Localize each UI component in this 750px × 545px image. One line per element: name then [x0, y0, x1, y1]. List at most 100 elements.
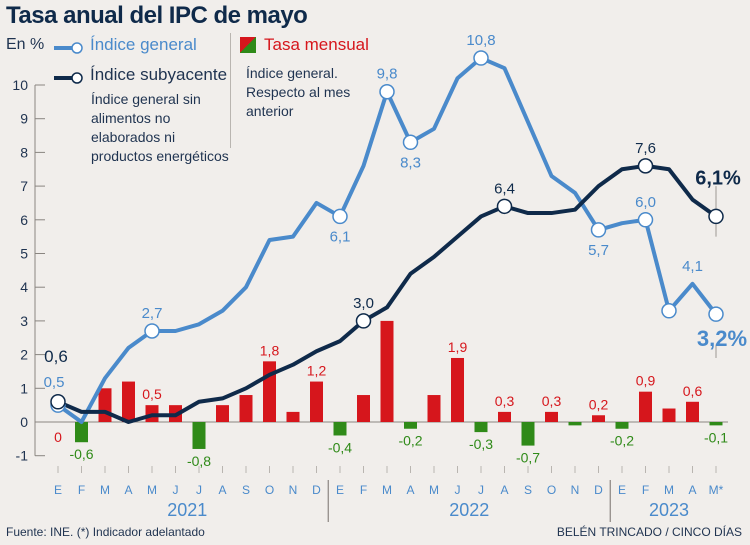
month-label: F [78, 483, 85, 497]
legend-monthly-label: Tasa mensual [264, 35, 369, 54]
monthly-bar [498, 411, 511, 422]
month-label: M [382, 483, 392, 497]
monthly-bar [75, 422, 88, 443]
monthly-bar-label: -0,7 [516, 450, 540, 466]
monthly-bar-label: 0,9 [636, 373, 656, 389]
month-label: A [406, 483, 414, 497]
month-label: M [429, 483, 439, 497]
general-marker [473, 50, 489, 66]
y-tick-label: 2 [20, 347, 28, 363]
month-label: D [312, 483, 321, 497]
core-index-line [56, 163, 718, 424]
y-tick-label: 0 [20, 414, 28, 430]
monthly-bar [380, 320, 394, 422]
monthly-bar-label: 1,2 [307, 363, 327, 379]
monthly-bar-label: 0,3 [495, 393, 515, 409]
credit: BELÉN TRINCADO / CINCO DÍAS [556, 525, 742, 539]
year-label: 2022 [449, 500, 489, 520]
legend-monthly: Tasa mensual [240, 35, 369, 55]
monthly-bar-label: -0,8 [187, 453, 211, 469]
legend-general: Índice general [52, 35, 197, 55]
monthly-bar [404, 422, 417, 429]
month-label: M [664, 483, 674, 497]
month-label: A [688, 483, 696, 497]
y-tick-label: 9 [20, 111, 28, 127]
general-line-icon [52, 39, 84, 54]
month-label: A [124, 483, 132, 497]
monthly-bar [592, 415, 605, 422]
general-value-label: 6,0 [635, 194, 656, 211]
monthly-bar-label: 1,8 [260, 342, 280, 358]
monthly-bar [709, 422, 723, 426]
general-marker [637, 212, 654, 228]
legend-general-label: Índice general [90, 35, 197, 54]
month-label: M [100, 483, 110, 497]
monthly-bar [474, 422, 488, 433]
general-marker [590, 222, 607, 238]
monthly-bar [357, 395, 370, 422]
monthly-bar-label: 0 [54, 429, 62, 445]
general-value-label: 9,8 [377, 66, 398, 83]
monthly-bar-label: 0,3 [542, 393, 562, 409]
core-value-label: 7,6 [635, 140, 656, 157]
y-tick-label: 10 [12, 77, 28, 93]
monthly-bar [615, 422, 629, 429]
general-value-label: 6,1 [330, 228, 351, 245]
legend-core: Índice subyacente [52, 65, 227, 85]
core-value-label: 0,6 [44, 347, 68, 366]
monthly-bar [639, 391, 652, 422]
monthly-bar [286, 411, 300, 422]
unit-label: En % [6, 36, 45, 53]
chart-title: Tasa anual del IPC de mayo [6, 2, 308, 29]
monthly-bar [192, 422, 206, 449]
general-value-label: 0,5 [44, 374, 65, 391]
y-tick-label: 1 [20, 380, 28, 396]
month-label: J [196, 483, 202, 497]
legend-separator [230, 33, 231, 148]
monthly-bar-label: -0,1 [704, 429, 728, 445]
core-marker [355, 313, 372, 329]
monthly-bar [545, 411, 558, 422]
month-label: S [242, 483, 250, 497]
core-marker [708, 208, 724, 225]
core-value-label: 6,1% [695, 167, 741, 189]
month-label: F [360, 483, 367, 497]
month-label: D [594, 483, 603, 497]
core-line-icon [52, 69, 84, 84]
y-tick-label: 7 [20, 178, 28, 194]
monthly-bar [521, 422, 535, 446]
general-marker [708, 306, 724, 322]
general-value-label: 3,2% [697, 326, 747, 351]
monthly-bar [239, 395, 253, 422]
y-tick-label: 5 [20, 246, 28, 262]
monthly-bar [451, 357, 464, 422]
month-label: J [478, 483, 484, 497]
legend-core-description: Índice general sin alimentos no elaborad… [91, 91, 229, 164]
month-label: A [500, 483, 508, 497]
monthly-bar-label: 1,9 [448, 339, 468, 355]
monthly-swatch-icon [240, 37, 256, 53]
month-label: M [147, 483, 157, 497]
general-value-label: 2,7 [142, 305, 163, 322]
general-marker [332, 208, 348, 225]
monthly-bar-label: 0,6 [683, 383, 703, 399]
month-label: M* [709, 483, 724, 497]
legend-monthly-description: Índice general. Respecto al mes anterior [246, 65, 351, 119]
y-tick-label: 3 [20, 313, 28, 329]
general-value-label: 5,7 [588, 242, 609, 259]
month-label: O [547, 483, 556, 497]
general-value-label: 4,1 [682, 258, 703, 275]
monthly-bar [98, 388, 112, 422]
year-label: 2023 [649, 500, 689, 520]
month-label: S [524, 483, 532, 497]
month-label: F [642, 483, 649, 497]
core-marker [50, 394, 66, 410]
monthly-bar-label: -0,2 [398, 433, 422, 449]
general-value-label: 8,3 [400, 154, 421, 171]
monthly-bar [686, 401, 699, 422]
core-marker [637, 158, 654, 174]
y-tick-label: -1 [16, 448, 29, 464]
monthly-bar [427, 395, 441, 422]
month-label: E [336, 483, 344, 497]
